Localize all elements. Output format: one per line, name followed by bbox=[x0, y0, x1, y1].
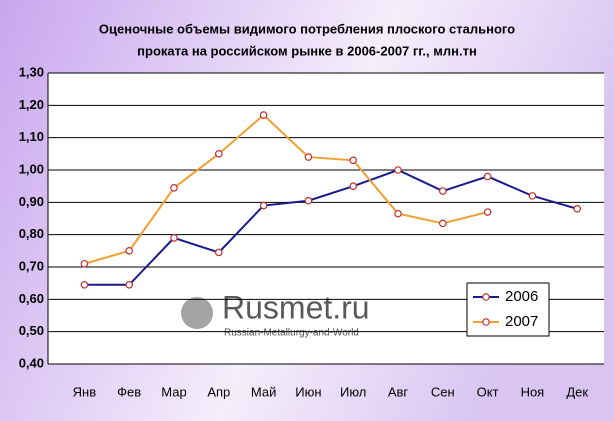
data-point bbox=[125, 280, 134, 289]
data-point bbox=[483, 208, 492, 216]
data-point bbox=[528, 192, 537, 200]
watermark-name: Rusmet.ru bbox=[222, 289, 370, 325]
series-line bbox=[84, 168, 578, 286]
y-tick-label: 0,40 bbox=[19, 355, 44, 370]
x-tick-label: Апр bbox=[207, 384, 230, 399]
legend-label: 2007 bbox=[505, 313, 538, 330]
y-tick-label: 1,20 bbox=[19, 97, 44, 112]
data-point bbox=[438, 219, 447, 228]
data-point bbox=[80, 259, 89, 268]
data-point bbox=[80, 280, 89, 289]
data-point bbox=[394, 166, 402, 174]
x-tick-label: Июл bbox=[340, 384, 366, 399]
x-tick-label: Июн bbox=[295, 384, 321, 399]
chart-title: Оценочные объемы видимого потребления пл… bbox=[99, 21, 515, 36]
data-point bbox=[304, 196, 313, 205]
data-point bbox=[125, 247, 134, 255]
x-tick-label: Сен bbox=[431, 384, 455, 399]
x-tick-label: Фев bbox=[117, 384, 141, 399]
watermark-subtitle: Russian-Metallurgy-and-World bbox=[224, 328, 359, 339]
x-tick-label: Янв bbox=[73, 384, 97, 399]
x-tick-label: Окт bbox=[477, 384, 499, 399]
data-point bbox=[170, 234, 178, 242]
y-tick-label: 1,30 bbox=[19, 64, 44, 79]
chart-title: проката на российском рынке в 2006-2007 … bbox=[137, 43, 477, 58]
legend-label: 2006 bbox=[505, 288, 538, 305]
y-tick-label: 0,90 bbox=[19, 194, 44, 209]
data-point bbox=[349, 156, 358, 165]
y-tick-label: 0,80 bbox=[19, 226, 44, 241]
data-point bbox=[259, 111, 268, 119]
y-tick-label: 1,10 bbox=[19, 129, 44, 144]
legend-marker bbox=[482, 293, 490, 301]
data-point bbox=[438, 187, 447, 195]
x-tick-label: Авг bbox=[388, 384, 409, 399]
x-tick-label: Май bbox=[251, 384, 276, 399]
data-point bbox=[170, 183, 178, 192]
series-line bbox=[84, 113, 488, 265]
x-tick-label: Дек bbox=[566, 384, 588, 399]
x-tick-label: Ноя bbox=[521, 384, 545, 399]
watermark-logo bbox=[181, 297, 213, 329]
data-point bbox=[483, 172, 492, 181]
data-point bbox=[304, 153, 313, 161]
y-tick-label: 1,00 bbox=[19, 161, 44, 176]
data-point bbox=[259, 201, 268, 210]
y-tick-label: 0,60 bbox=[19, 291, 44, 306]
y-tick-label: 0,70 bbox=[19, 258, 44, 273]
data-point bbox=[215, 150, 223, 158]
y-tick-label: 0,50 bbox=[19, 323, 44, 338]
data-point bbox=[215, 248, 223, 257]
legend-marker bbox=[482, 318, 490, 326]
legend-box bbox=[466, 282, 550, 337]
x-tick-label: Мар bbox=[161, 384, 186, 399]
data-point bbox=[394, 209, 402, 218]
data-point bbox=[573, 205, 582, 213]
data-point bbox=[349, 182, 358, 190]
